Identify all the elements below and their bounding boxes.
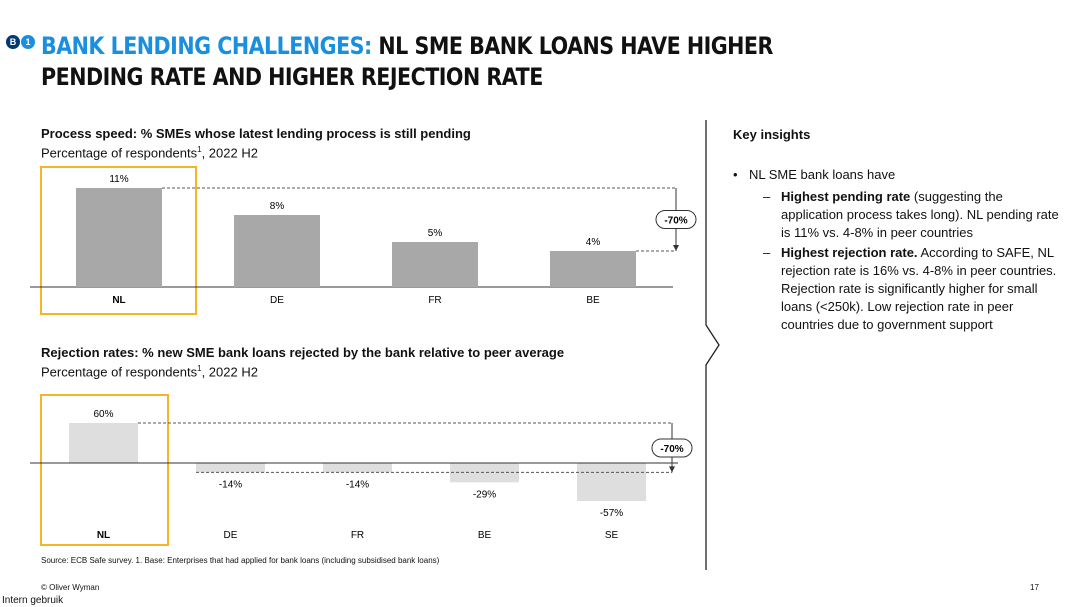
- diff-badge: [655, 210, 697, 229]
- insight-bullet: NL SME bank loans have Highest pending r…: [733, 166, 1063, 334]
- bar-de: [234, 215, 320, 287]
- tick-label-fr: FR: [351, 530, 364, 541]
- tick-label-fr: FR: [428, 295, 441, 306]
- diff-arrow-head: [673, 245, 679, 251]
- data-label-be: -29%: [473, 489, 496, 500]
- data-label-nl: 11%: [109, 174, 128, 185]
- tick-label-be: BE: [586, 295, 600, 306]
- chart1-title: Process speed: % SMEs whose latest lendi…: [41, 126, 471, 141]
- highlight-box: [40, 394, 169, 546]
- tick-label-nl: NL: [97, 530, 110, 541]
- bar-fr: [392, 242, 478, 287]
- data-label-de: -14%: [219, 479, 242, 490]
- diff-arrow-head: [669, 466, 675, 473]
- highlight-box: [40, 166, 197, 315]
- pending-rate-chart: 11% NL 8% DE 5% FR 4% BE -70%: [30, 166, 697, 315]
- data-label-se: -57%: [600, 508, 623, 519]
- bar-be: [550, 251, 636, 287]
- page-number: 17: [1030, 583, 1039, 592]
- tick-label-nl: NL: [112, 295, 125, 306]
- data-label-fr: -14%: [346, 479, 369, 490]
- insight-rejection: Highest rejection rate. According to SAF…: [749, 244, 1063, 334]
- divider-line: [705, 120, 720, 570]
- diff-badge-label: -70%: [660, 444, 683, 455]
- source-note: Source: ECB Safe survey. 1. Base: Enterp…: [41, 556, 440, 565]
- tick-label-se: SE: [605, 530, 619, 541]
- classification-label: Intern gebruik: [2, 595, 64, 606]
- tick-label-de: DE: [270, 295, 284, 306]
- section-badge-1: 1: [21, 35, 35, 49]
- tick-label-de: DE: [224, 530, 238, 541]
- chart1-subtitle: Percentage of respondents1, 2022 H2: [41, 145, 258, 161]
- tick-label-be: BE: [478, 530, 492, 541]
- data-label-fr: 5%: [428, 228, 443, 239]
- diff-badge: [651, 438, 693, 458]
- rejection-rate-chart: 60% NL -14% DE -14% FR -29% BE -57% SE -70%: [30, 394, 693, 546]
- title-rest: NL SME BANK LOANS HAVE HIGHER PENDING RA…: [41, 32, 773, 91]
- key-insights-panel: Key insights NL SME bank loans have High…: [733, 126, 1063, 336]
- bar-se: [577, 463, 646, 501]
- page-title: BANK LENDING CHALLENGES: NL SME BANK LOA…: [41, 31, 815, 93]
- data-label-de: 8%: [270, 201, 285, 212]
- bar-de: [196, 463, 265, 473]
- chart2-title: Rejection rates: % new SME bank loans re…: [41, 345, 565, 360]
- data-label-nl: 60%: [93, 409, 113, 420]
- bar-nl: [76, 188, 162, 287]
- diff-badge-label: -70%: [664, 216, 687, 227]
- chart2-subtitle: Percentage of respondents1, 2022 H2: [41, 364, 258, 380]
- key-insights-heading: Key insights: [733, 127, 811, 142]
- copyright: © Oliver Wyman: [41, 583, 100, 592]
- bar-be: [450, 463, 519, 483]
- data-label-be: 4%: [586, 237, 601, 248]
- bar-nl: [69, 423, 138, 463]
- insight-pending: Highest pending rate (suggesting the app…: [749, 188, 1063, 242]
- bar-fr: [323, 463, 392, 473]
- section-badge-b: B: [6, 35, 20, 49]
- title-highlight: BANK LENDING CHALLENGES:: [41, 32, 372, 60]
